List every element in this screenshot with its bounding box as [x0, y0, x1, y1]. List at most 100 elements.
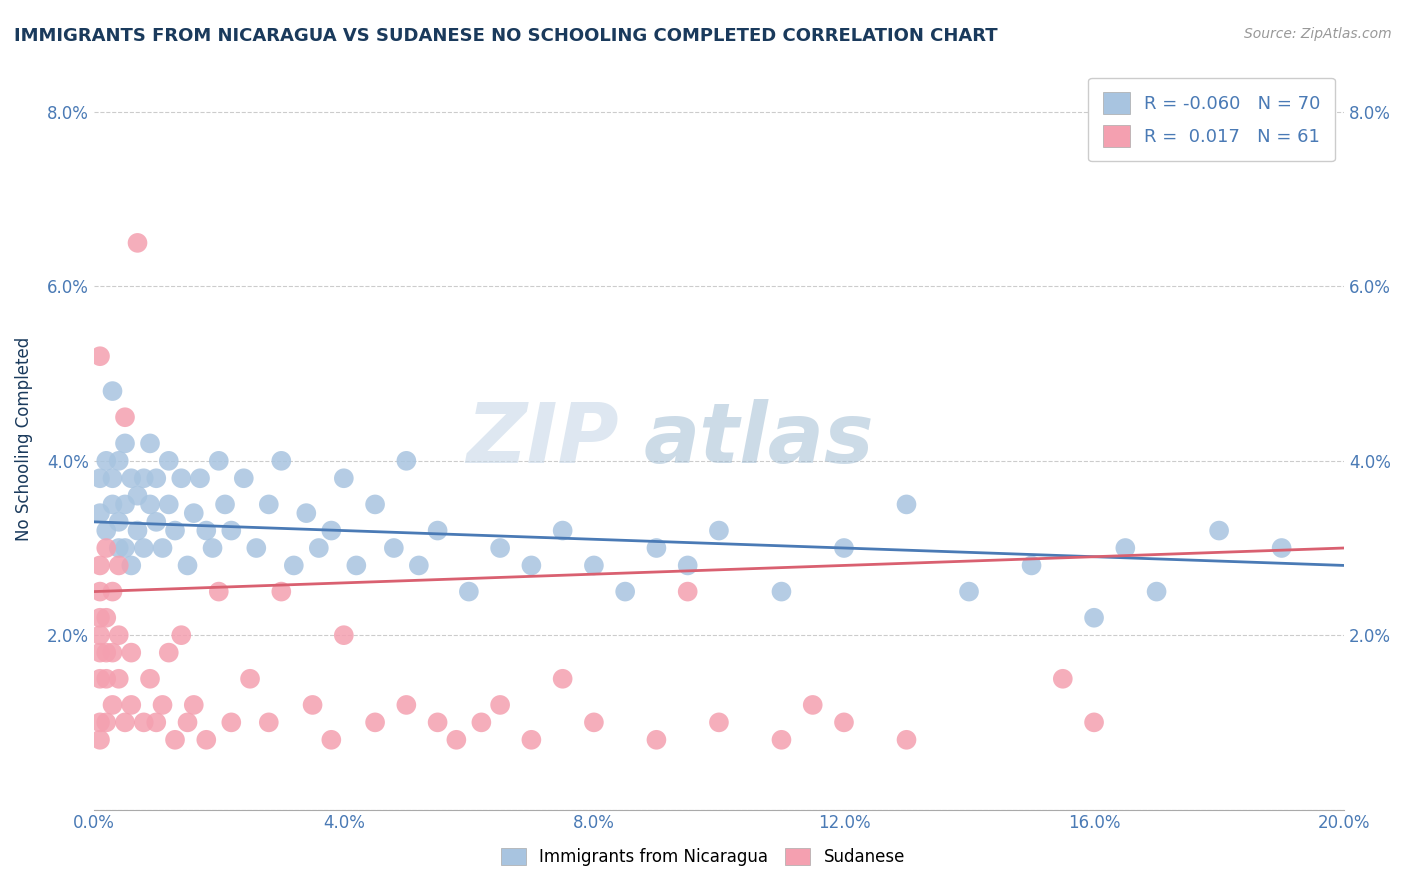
- Point: [145, 715, 167, 730]
- Point: [1083, 715, 1105, 730]
- Point: [96, 715, 118, 730]
- Point: [257, 497, 280, 511]
- Point: [114, 541, 136, 555]
- Point: [163, 732, 186, 747]
- Point: [96, 672, 118, 686]
- Point: [127, 524, 149, 538]
- Point: [89, 715, 111, 730]
- Point: [145, 515, 167, 529]
- Point: [120, 698, 142, 712]
- Point: [101, 384, 124, 398]
- Point: [551, 524, 574, 538]
- Point: [614, 584, 637, 599]
- Point: [132, 715, 155, 730]
- Point: [896, 732, 918, 747]
- Point: [176, 715, 198, 730]
- Point: [163, 524, 186, 538]
- Point: [157, 497, 180, 511]
- Point: [470, 715, 492, 730]
- Point: [170, 471, 193, 485]
- Point: [89, 349, 111, 363]
- Point: [1114, 541, 1136, 555]
- Point: [96, 646, 118, 660]
- Point: [107, 628, 129, 642]
- Point: [408, 558, 430, 573]
- Point: [426, 524, 449, 538]
- Point: [107, 541, 129, 555]
- Point: [1083, 611, 1105, 625]
- Y-axis label: No Schooling Completed: No Schooling Completed: [15, 337, 32, 541]
- Point: [114, 715, 136, 730]
- Point: [232, 471, 254, 485]
- Text: Source: ZipAtlas.com: Source: ZipAtlas.com: [1244, 27, 1392, 41]
- Point: [257, 715, 280, 730]
- Point: [120, 558, 142, 573]
- Point: [1208, 524, 1230, 538]
- Point: [457, 584, 479, 599]
- Legend: Immigrants from Nicaragua, Sudanese: Immigrants from Nicaragua, Sudanese: [494, 840, 912, 875]
- Point: [139, 672, 162, 686]
- Point: [489, 698, 512, 712]
- Point: [382, 541, 405, 555]
- Point: [520, 558, 543, 573]
- Point: [707, 715, 730, 730]
- Point: [245, 541, 267, 555]
- Point: [139, 436, 162, 450]
- Point: [395, 698, 418, 712]
- Point: [645, 732, 668, 747]
- Point: [270, 584, 292, 599]
- Point: [132, 471, 155, 485]
- Point: [321, 524, 343, 538]
- Point: [89, 506, 111, 520]
- Point: [107, 515, 129, 529]
- Point: [89, 558, 111, 573]
- Point: [520, 732, 543, 747]
- Point: [89, 471, 111, 485]
- Point: [221, 715, 243, 730]
- Point: [127, 235, 149, 250]
- Text: IMMIGRANTS FROM NICARAGUA VS SUDANESE NO SCHOOLING COMPLETED CORRELATION CHART: IMMIGRANTS FROM NICARAGUA VS SUDANESE NO…: [14, 27, 998, 45]
- Point: [1146, 584, 1168, 599]
- Point: [152, 698, 174, 712]
- Point: [308, 541, 330, 555]
- Point: [120, 646, 142, 660]
- Point: [1021, 558, 1043, 573]
- Point: [446, 732, 468, 747]
- Point: [214, 497, 236, 511]
- Point: [170, 628, 193, 642]
- Point: [707, 524, 730, 538]
- Point: [551, 672, 574, 686]
- Point: [832, 715, 855, 730]
- Point: [145, 471, 167, 485]
- Point: [770, 584, 793, 599]
- Point: [183, 698, 205, 712]
- Point: [301, 698, 323, 712]
- Point: [221, 524, 243, 538]
- Point: [89, 732, 111, 747]
- Point: [89, 646, 111, 660]
- Point: [101, 698, 124, 712]
- Point: [364, 715, 387, 730]
- Point: [89, 611, 111, 625]
- Point: [333, 628, 356, 642]
- Point: [832, 541, 855, 555]
- Point: [582, 558, 605, 573]
- Point: [101, 646, 124, 660]
- Point: [208, 584, 231, 599]
- Point: [1271, 541, 1294, 555]
- Point: [188, 471, 211, 485]
- Point: [157, 646, 180, 660]
- Point: [132, 541, 155, 555]
- Point: [152, 541, 174, 555]
- Point: [201, 541, 224, 555]
- Point: [239, 672, 262, 686]
- Point: [270, 454, 292, 468]
- Point: [364, 497, 387, 511]
- Point: [295, 506, 318, 520]
- Point: [176, 558, 198, 573]
- Point: [208, 454, 231, 468]
- Point: [676, 584, 699, 599]
- Point: [107, 672, 129, 686]
- Text: ZIP: ZIP: [467, 399, 619, 480]
- Point: [896, 497, 918, 511]
